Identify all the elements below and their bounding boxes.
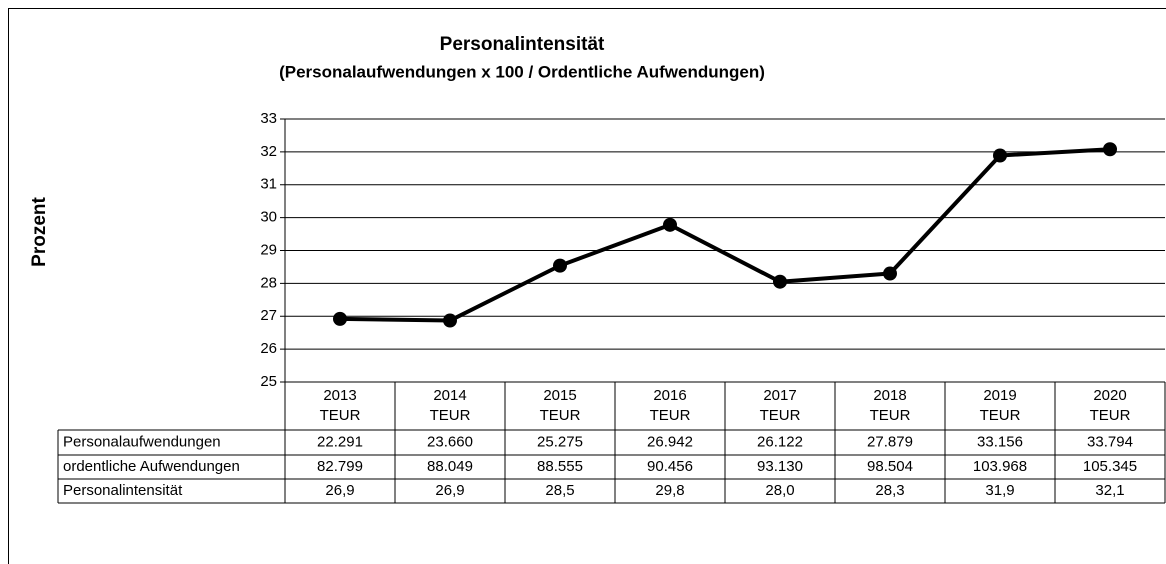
y-tick-label: 27: [260, 307, 277, 324]
table-cell: 23.660: [427, 433, 473, 450]
x-tick-unit: TEUR: [320, 407, 361, 424]
table-cell: 27.879: [867, 433, 913, 450]
value-label: 32,1: [1095, 482, 1124, 499]
table-cell: 33.794: [1087, 433, 1133, 450]
x-tick-unit: TEUR: [540, 407, 581, 424]
value-label: 28,5: [545, 482, 574, 499]
y-tick-label: 32: [260, 143, 277, 160]
x-tick-label: 2016: [653, 387, 686, 404]
x-tick-unit: TEUR: [760, 407, 801, 424]
x-tick-label: 2014: [433, 387, 466, 404]
x-tick-label: 2017: [763, 387, 796, 404]
x-tick-unit: TEUR: [870, 407, 911, 424]
table-cell: 33.156: [977, 433, 1023, 450]
table-cell: 98.504: [867, 458, 913, 475]
y-tick-label: 28: [260, 274, 277, 291]
x-tick-label: 2019: [983, 387, 1016, 404]
point: [553, 258, 567, 273]
point: [1103, 142, 1117, 157]
x-tick-unit: TEUR: [650, 407, 691, 424]
y-tick-label: 29: [260, 241, 277, 258]
y-tick-label: 30: [260, 209, 277, 226]
point: [443, 313, 457, 328]
value-label: 26,9: [435, 482, 464, 499]
row-label: Personalaufwendungen: [63, 433, 221, 450]
value-label: 28,3: [875, 482, 904, 499]
row-label: Personalintensität: [63, 482, 183, 499]
table-cell: 25.275: [537, 433, 583, 450]
value-label: 28,0: [765, 482, 794, 499]
table-cell: 105.345: [1083, 458, 1137, 475]
y-axis-label: Prozent: [29, 196, 50, 266]
y-tick-label: 33: [260, 110, 277, 127]
table-cell: 88.049: [427, 458, 473, 475]
row-label: ordentliche Aufwendungen: [63, 458, 240, 475]
y-tick-label: 26: [260, 340, 277, 357]
x-tick-label: 2015: [543, 387, 576, 404]
table-cell: 82.799: [317, 458, 363, 475]
chart-frame: [8, 8, 1166, 564]
x-tick-unit: TEUR: [430, 407, 471, 424]
value-label: 26,9: [325, 482, 354, 499]
table-cell: 88.555: [537, 458, 583, 475]
x-tick-unit: TEUR: [980, 407, 1021, 424]
point: [663, 217, 677, 232]
point: [993, 148, 1007, 163]
value-label: 29,8: [655, 482, 684, 499]
x-tick-label: 2013: [323, 387, 356, 404]
series-line: [339, 147, 1111, 323]
chart-title: Personalintensität: [440, 34, 605, 55]
point: [883, 266, 897, 281]
point: [773, 274, 787, 289]
x-tick-label: 2018: [873, 387, 906, 404]
table-cell: 93.130: [757, 458, 803, 475]
value-label: 31,9: [985, 482, 1014, 499]
chart-subtitle: (Personalaufwendungen x 100 / Ordentlich…: [279, 62, 765, 81]
y-tick-label: 25: [260, 373, 277, 390]
point: [333, 311, 347, 326]
table-cell: 26.942: [647, 433, 693, 450]
table-cell: 22.291: [317, 433, 363, 450]
table-cell: 90.456: [647, 458, 693, 475]
table-cell: 26.122: [757, 433, 803, 450]
table-cell: 103.968: [973, 458, 1027, 475]
x-tick-label: 2020: [1093, 387, 1126, 404]
x-tick-unit: TEUR: [1090, 407, 1131, 424]
y-tick-label: 31: [260, 176, 277, 193]
